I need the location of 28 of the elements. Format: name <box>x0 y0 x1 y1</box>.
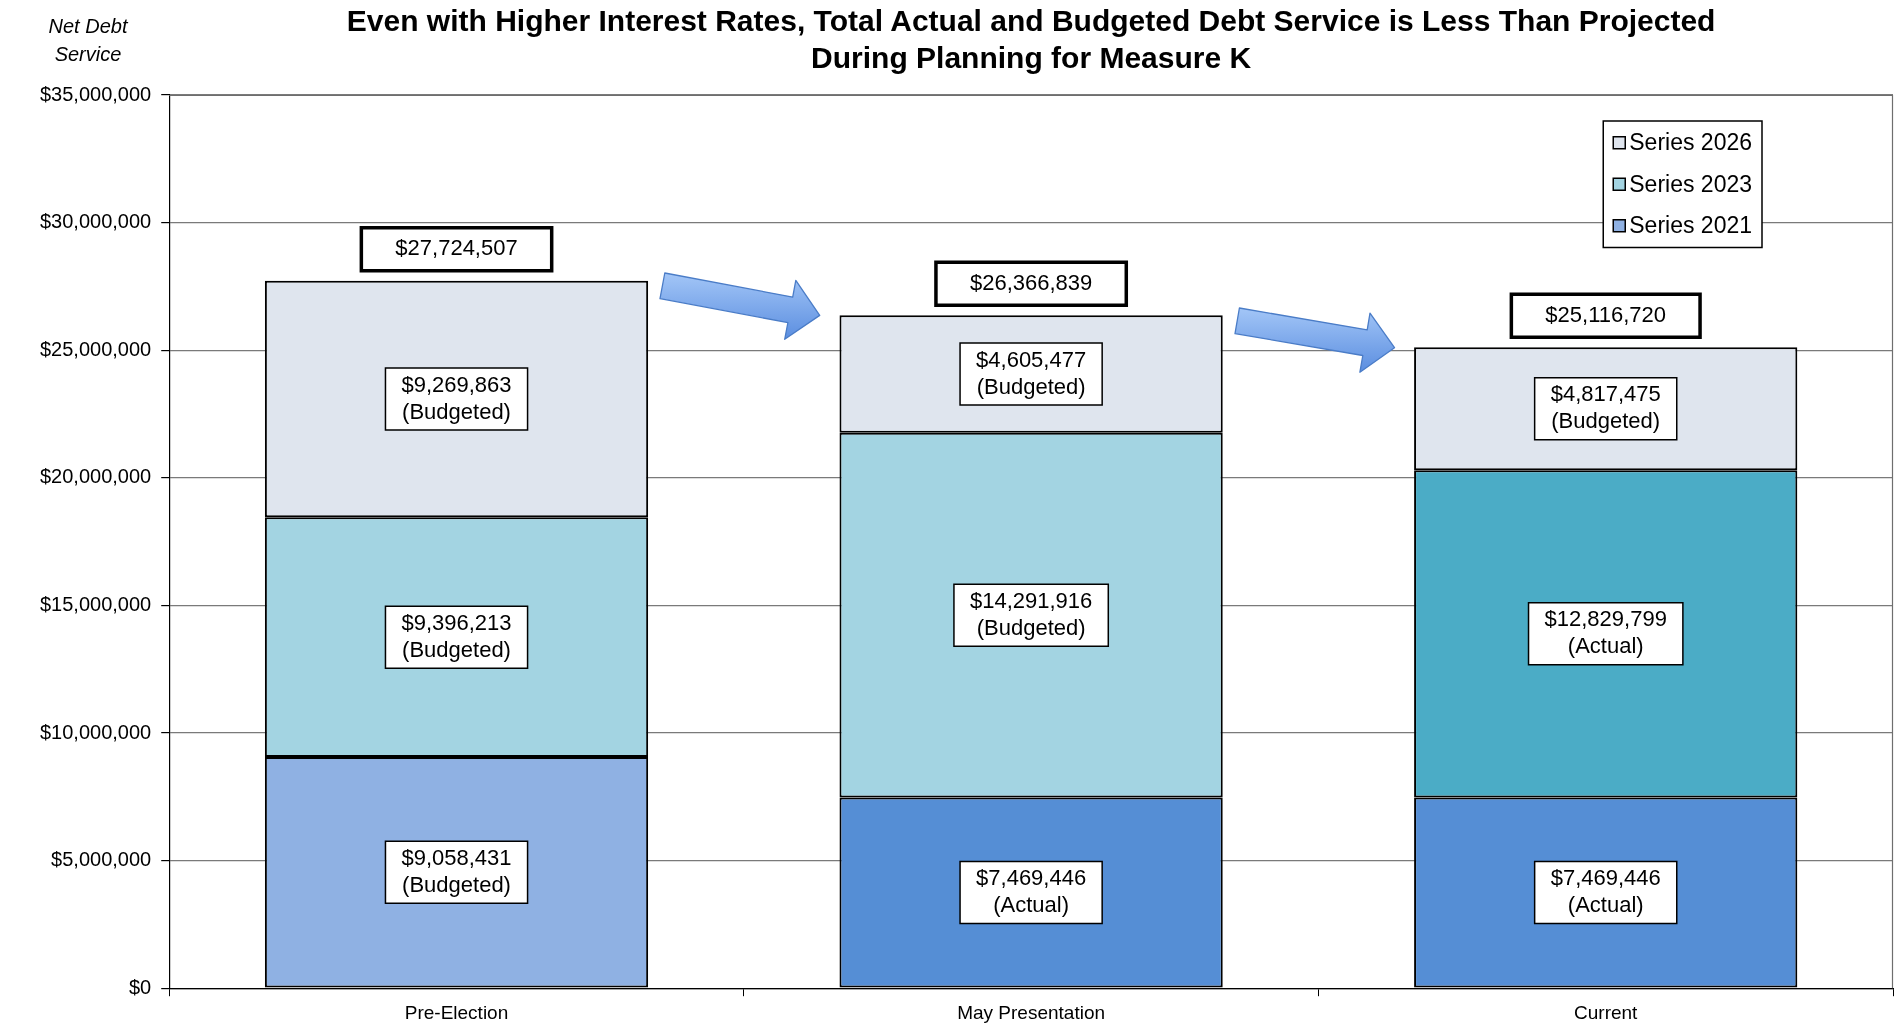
data-label: $9,269,863 (Budgeted) <box>401 371 512 424</box>
y-tick-label: $20,000,000 <box>39 465 152 488</box>
chart-title: Even with Higher Interest Rates, Total Actual and Budgeted Debt Service is Less Than Projected During Planning for Measure K <box>346 4 1716 75</box>
legend-label: Series 2023 <box>1629 170 1752 197</box>
y-tick-label: $35,000,000 <box>39 82 152 105</box>
total-label: $27,724,507 <box>395 235 518 261</box>
data-label: $12,829,799 (Actual) <box>1544 606 1667 659</box>
legend-label: Series 2021 <box>1629 212 1752 239</box>
data-label: $14,291,916 (Budgeted) <box>969 587 1093 640</box>
y-tick-label: $25,000,000 <box>39 337 152 360</box>
x-tick-label: May Presentation <box>957 1001 1106 1023</box>
y-axis-title: Net Debt Service <box>48 14 129 65</box>
y-tick-label: $30,000,000 <box>39 210 152 233</box>
data-label: $7,469,446 (Actual) <box>976 865 1087 918</box>
data-label: $7,469,446 (Actual) <box>1550 865 1661 918</box>
x-tick-label: Pre-Election <box>404 1001 509 1023</box>
y-tick-label: $15,000,000 <box>39 592 152 615</box>
legend-label: Series 2026 <box>1629 129 1752 156</box>
data-label: $9,058,431 (Budgeted) <box>401 844 512 897</box>
x-tick-label: Current <box>1574 1001 1639 1023</box>
data-label: $4,605,477 (Budgeted) <box>976 346 1087 399</box>
y-tick-label: $5,000,000 <box>51 848 152 871</box>
total-label: $26,366,839 <box>969 269 1093 295</box>
data-label: $9,396,213 (Budgeted) <box>401 609 512 662</box>
y-tick-label: $10,000,000 <box>39 720 152 743</box>
data-label: $4,817,475 (Budgeted) <box>1550 381 1661 434</box>
total-label: $25,116,720 <box>1545 301 1667 327</box>
y-tick-label: $0 <box>128 975 152 998</box>
